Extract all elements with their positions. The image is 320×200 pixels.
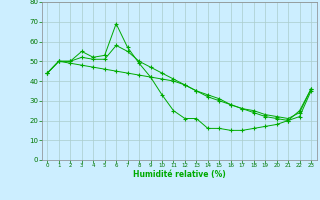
X-axis label: Humidité relative (%): Humidité relative (%) [133, 170, 226, 179]
